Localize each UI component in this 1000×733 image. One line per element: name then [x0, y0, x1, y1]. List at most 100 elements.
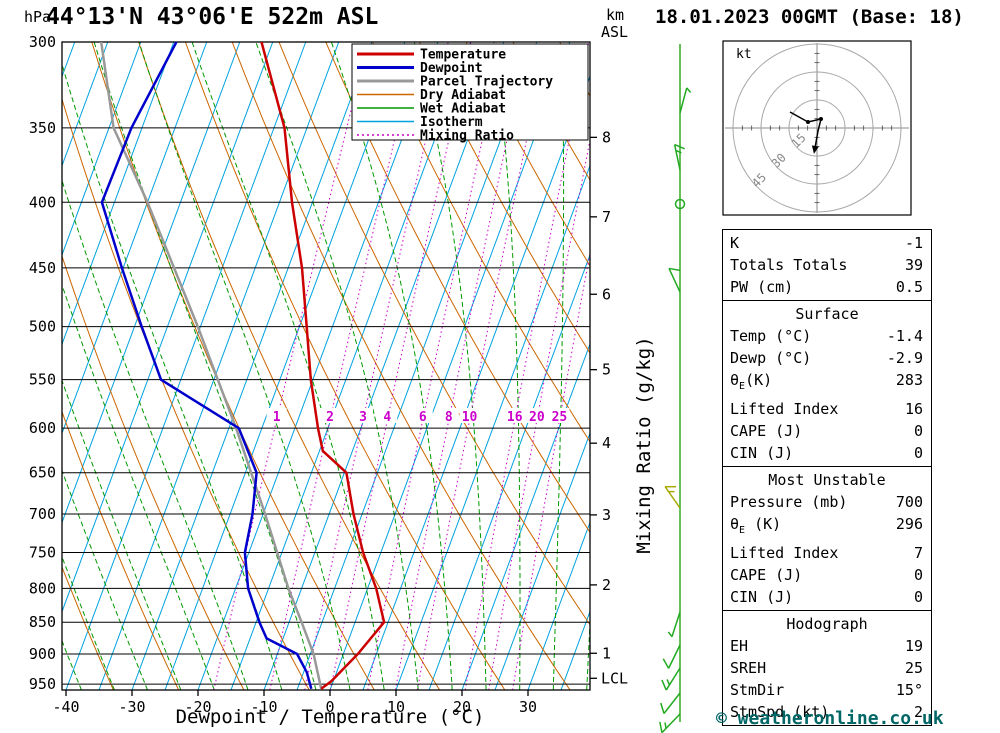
pressure-tick-label: 700	[29, 505, 56, 523]
pressure-tick-label: 850	[29, 613, 56, 631]
indices-section-header: Surface	[795, 305, 859, 323]
hodograph-unit-label: kt	[736, 47, 752, 62]
pressure-tick-label: 550	[29, 371, 56, 389]
index-label: Totals Totals	[730, 256, 848, 274]
index-label: PW (cm)	[730, 278, 794, 296]
index-row: SREH 25	[723, 657, 931, 679]
index-label: CIN (J)	[730, 444, 794, 462]
index-value: 2	[913, 703, 923, 721]
isotherm-lines	[62, 42, 590, 690]
index-label: K	[730, 234, 740, 252]
mixing-ratio-value-label: 8	[445, 410, 453, 425]
mixing-ratio-value-label: 6	[419, 410, 427, 425]
index-label: Lifted Index	[730, 400, 839, 418]
pressure-tick-label: 650	[29, 464, 56, 482]
indices-section-header: Hodograph	[786, 615, 868, 633]
index-value: 0	[913, 422, 923, 440]
index-row: Dewp (°C) -2.9	[723, 347, 931, 369]
index-label: θE(K)	[730, 371, 773, 392]
mixing-ratio-value-label: 1	[273, 410, 281, 425]
index-value: 0	[913, 566, 923, 584]
altitude-axis-unit-km: km	[606, 6, 625, 24]
index-row: CAPE (J) 0	[723, 420, 931, 442]
wind-barb-column	[659, 44, 692, 733]
pressure-tick-label: 450	[29, 259, 56, 277]
altitude-tick-label: 1	[602, 644, 611, 662]
altitude-tick-label: 8	[602, 128, 611, 146]
legend-label: Dewpoint	[420, 61, 483, 76]
index-row: CIN (J) 0	[723, 586, 931, 608]
altitude-tick-label: 4	[602, 434, 611, 452]
hodograph-ring	[760, 71, 874, 185]
index-row: CIN (J) 0	[723, 442, 931, 464]
index-value: -1.4	[886, 327, 923, 345]
index-label: EH	[730, 637, 749, 655]
mixing-ratio-value-label: 4	[383, 410, 391, 425]
copyright-link[interactable]: © weatheronline.co.uk	[716, 708, 944, 729]
index-row: StmSpd (kt) 2	[723, 701, 931, 723]
temperature-axis-label: Dewpoint / Temperature (°C)	[175, 706, 485, 728]
temperature-tick-label: -40	[52, 698, 79, 716]
mixing-ratio-value-label: 25	[552, 410, 568, 425]
indices-section-hodograph: Hodograph EH 19 SREH 25 StmDir 15° StmSpd (kt) 2	[722, 610, 932, 726]
wind-barb-icon	[679, 87, 688, 114]
index-label: Dewp (°C)	[730, 349, 812, 367]
wind-barb-icon	[671, 611, 681, 637]
temperature-tick-label: 30	[519, 698, 537, 716]
mixing-ratio-value-label: 10	[462, 410, 478, 425]
altitude-tick-label: 3	[602, 506, 611, 524]
calm-wind-icon	[674, 198, 686, 210]
legend-label: Temperature	[420, 48, 506, 63]
indices-section-most-unstable: Most Unstable Pressure (mb) 700 θE (K) 296 Li…	[722, 466, 932, 611]
indices-section-surface: Surface Temp (°C) -1.4 Dewp (°C) -2.9 θE(K) 28…	[722, 300, 932, 467]
temperature-tick-label: 10	[387, 698, 405, 716]
hodograph-ring	[788, 99, 846, 157]
axes-and-gridlines: 3003504004505005506006507007508008509009…	[29, 33, 628, 716]
wind-barb-icon	[664, 486, 681, 509]
index-value: -1	[904, 234, 923, 252]
temperature-tick-label: 20	[453, 698, 471, 716]
indices-section-header: Most Unstable	[768, 471, 886, 489]
index-label: StmSpd (kt)	[730, 703, 830, 721]
pressure-tick-label: 750	[29, 543, 56, 561]
hodograph-ring	[732, 43, 902, 213]
index-label: Temp (°C)	[730, 327, 812, 345]
pressure-tick-label: 600	[29, 419, 56, 437]
index-row: Lifted Index 16	[723, 398, 931, 420]
index-row: θE (K) 296	[723, 513, 931, 542]
pressure-tick-label: 800	[29, 579, 56, 597]
index-value: 16	[904, 400, 923, 418]
altitude-tick-label: 7	[602, 208, 611, 226]
lcl-label: LCL	[601, 669, 628, 687]
index-label: Pressure (mb)	[730, 493, 848, 511]
index-row: PW (cm) 0.5	[723, 276, 931, 298]
index-label: StmDir	[730, 681, 785, 699]
index-value: 39	[904, 256, 923, 274]
run-datetime: 18.01.2023 00GMT (Base: 18)	[655, 6, 964, 28]
index-row: K -1	[723, 232, 931, 254]
mixing-ratio-value-label: 2	[326, 410, 334, 425]
temperature-tick-label: -30	[118, 698, 145, 716]
index-row: StmDir 15°	[723, 679, 931, 701]
wind-barb-icon	[673, 144, 681, 171]
index-value: 296	[895, 515, 923, 533]
temperature-line	[260, 42, 386, 690]
index-row: CAPE (J) 0	[723, 564, 931, 586]
wind-barb-icon	[661, 713, 681, 733]
dewpoint-line	[100, 42, 313, 690]
wind-barb-icon	[667, 644, 681, 669]
wind-barb-icon	[663, 692, 681, 714]
index-value: 0.5	[895, 278, 923, 296]
hodograph-arrowhead	[811, 145, 819, 154]
pressure-tick-label: 950	[29, 675, 56, 693]
mixing-ratio-labels: 1 2 3 4 6 8 10 16 20 25	[266, 408, 570, 425]
legend-label: Isotherm	[420, 115, 483, 130]
legend-label: Dry Adiabat	[420, 88, 506, 103]
indices-table: K -1 Totals Totals 39 PW (cm) 0.5 Surface Temp …	[722, 229, 932, 726]
index-value: -2.9	[886, 349, 923, 367]
altitude-axis-unit-asl: ASL	[601, 23, 629, 41]
index-label: SREH	[730, 659, 767, 677]
pressure-tick-label: 500	[29, 318, 56, 336]
